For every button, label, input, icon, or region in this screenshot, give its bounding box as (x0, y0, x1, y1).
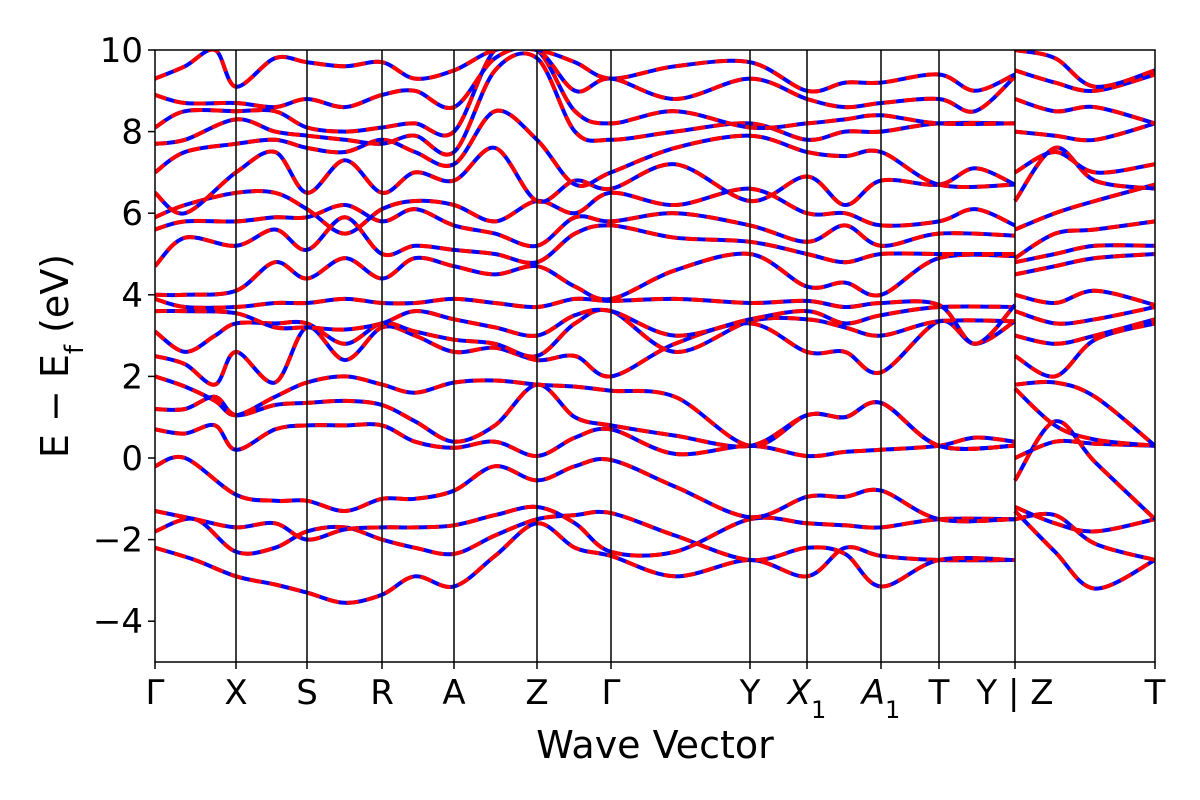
band-2-line-red-dashed (155, 504, 1155, 558)
x-tick-label: S (296, 673, 318, 713)
band-7-line-red-dashed (155, 318, 1155, 387)
y-axis-title: E − Ef (eV) (33, 254, 90, 458)
band-10-line-red-dashed (155, 288, 1155, 346)
band-3-line-blue (155, 419, 1155, 524)
band-4-line-red-dashed (155, 422, 1155, 460)
bands-layer (155, 50, 1155, 605)
x-tick-label: Y (739, 673, 761, 713)
x-tick-label: A1 (860, 673, 901, 724)
band-3-line-red-dashed (155, 419, 1155, 524)
band-12-line-blue (155, 215, 1155, 268)
x-tick-label: X1 (786, 673, 827, 724)
plot-frame (154, 49, 1156, 663)
band-19-line-red-dashed (155, 50, 1155, 114)
band-16-line-red-dashed (155, 108, 1155, 190)
band-12-line-red-dashed (155, 215, 1155, 268)
band-8-line-red-dashed (155, 307, 1155, 359)
x-tick-label: X (224, 673, 247, 713)
band-0-line-red-dashed (155, 509, 1155, 605)
x-axis-title: Wave Vector (536, 723, 774, 767)
y-axis-title-sub: f (60, 344, 90, 354)
x-tick-label: A (442, 673, 465, 713)
band-1-line-blue (155, 509, 1155, 589)
y-tick-label: 2 (121, 357, 143, 397)
y-tick-label: 6 (121, 194, 143, 234)
x-tick-label: T (1144, 673, 1166, 713)
band-9-line-red-dashed (155, 304, 1155, 338)
band-13-line-red-dashed (155, 203, 1155, 260)
x-tick-label: Z (525, 673, 548, 713)
x-tick-label: T (928, 673, 950, 713)
x-tick-label: R (370, 673, 394, 713)
x-tick-label: Y | Z (975, 673, 1053, 713)
band-18-line-red-dashed (155, 50, 1155, 138)
band-20-line-red-dashed (155, 50, 1155, 94)
band-14-line-red-dashed (155, 182, 1155, 236)
band-1-line-red-dashed (155, 509, 1155, 589)
k-point-lines (235, 50, 1016, 662)
x-tick-label: Γ (602, 673, 621, 713)
y-tick-label: 8 (121, 113, 143, 153)
y-axis-title-main: E − E (33, 354, 77, 458)
band-6-line-red-dashed (155, 374, 1155, 451)
y-tick-label: −2 (93, 521, 143, 561)
x-axis-ticks: Γ X S R A Z Γ Y X1 A1 T Y | Z T (146, 662, 1166, 724)
y-axis-title-unit: (eV) (33, 254, 77, 345)
y-tick-label: −4 (93, 602, 143, 642)
band-17-line-red-dashed (155, 51, 1155, 157)
band-6-line-blue (155, 374, 1155, 451)
y-tick-label: 10 (100, 31, 143, 71)
y-axis-ticks: −4 −2 0 2 4 6 8 10 (93, 31, 155, 642)
y-tick-label: 4 (121, 276, 143, 316)
x-tick-label: Γ (146, 673, 165, 713)
y-tick-label: 0 (121, 439, 143, 479)
band-11-line-red-dashed (155, 251, 1155, 302)
band-5-line-red-dashed (155, 382, 1155, 451)
